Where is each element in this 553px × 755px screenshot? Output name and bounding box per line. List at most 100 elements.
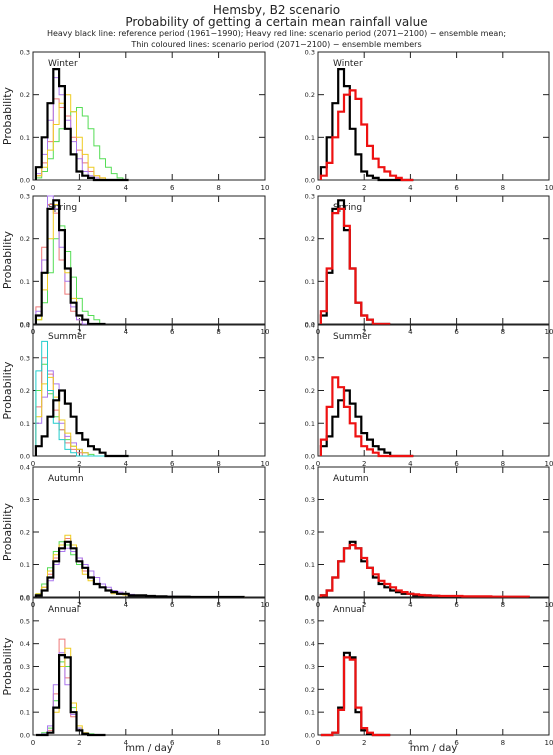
panel-spring-left-xtick-label: 4 xyxy=(124,328,129,336)
panel-winter-left-ytick-label: 0.1 xyxy=(20,134,30,142)
panel-annual-left-xtick-label: 8 xyxy=(216,739,220,747)
panel-winter-right-xtick-label: 6 xyxy=(454,184,459,192)
panel-winter-right-ytick-label: 0.1 xyxy=(305,134,315,142)
panel-annual-right-xtick-label: 4 xyxy=(408,739,413,747)
panel-winter-right-season-label: Winter xyxy=(333,59,363,69)
panel-annual-right-ytick-label: 0.2 xyxy=(305,686,315,694)
panel-annual-right-season-label: Annual xyxy=(333,605,364,615)
panel-autumn-left-member-line xyxy=(35,547,245,598)
panel-winter-right-reference-line xyxy=(319,68,414,182)
x-axis-label-right: mm / day xyxy=(410,743,458,754)
panel-autumn-left-reference-line xyxy=(34,540,245,599)
panel-summer-right-reference-line xyxy=(319,389,414,458)
panel-annual-left-ytick-label: 0.2 xyxy=(20,686,30,694)
panel-winter-left-ylabel: Probability xyxy=(1,86,14,145)
panel-summer-right-frame xyxy=(317,324,550,457)
panel-summer-left-xtick-label: 4 xyxy=(124,460,129,468)
panel-winter-left-xtick-label: 8 xyxy=(216,184,220,192)
panel-winter-left-ytick-label: 0.0 xyxy=(20,177,30,185)
panel-winter-left-xtick-label: 4 xyxy=(124,184,129,192)
panel-summer-left-member-line xyxy=(35,357,129,457)
panel-winter-left-member-line xyxy=(35,107,129,181)
panel-spring-right-xtick-label: 4 xyxy=(408,328,413,336)
panel-annual-left-ytick-label: 0.4 xyxy=(20,640,30,648)
chart-title: Hemsby, B2 scenario xyxy=(212,3,341,17)
panel-autumn-right-ytick-label: 0.0 xyxy=(305,594,315,602)
panel-autumn-right-ytick-label: 0.3 xyxy=(305,496,315,504)
panel-summer-right-xtick-label: 8 xyxy=(501,460,505,468)
panel-autumn-right-frame xyxy=(317,466,550,598)
panel-summer-right-season-label: Summer xyxy=(333,332,371,342)
panel-spring-left-ytick-label: 0.3 xyxy=(20,193,30,201)
panel-summer-left-xtick-label: 0 xyxy=(31,460,35,468)
panel-summer-left-xtick-label: 8 xyxy=(216,460,220,468)
panel-winter-right-xtick-label: 10 xyxy=(545,184,553,192)
legend-line-2: Thin coloured lines: scenario period (20… xyxy=(131,40,422,49)
panel-autumn-right-ensemble-mean-line xyxy=(319,543,530,598)
panel-autumn-left-xtick-label: 2 xyxy=(77,601,81,609)
panel-autumn-left-ytick-label: 0.4 xyxy=(20,464,30,472)
panel-summer-right-xtick-label: 10 xyxy=(545,460,553,468)
panel-spring-right-xtick-label: 8 xyxy=(501,328,505,336)
panel-annual-right-ytick-label: 0.0 xyxy=(305,732,315,740)
panel-annual-right-xtick-label: 2 xyxy=(362,739,366,747)
panel-winter-left-xtick-label: 6 xyxy=(170,184,175,192)
panel-spring-right-ytick-label: 0.1 xyxy=(305,278,315,286)
panel-autumn-right-season-label: Autumn xyxy=(333,474,369,484)
panel-annual-right-ensemble-mean-line xyxy=(320,656,391,737)
panel-annual-left-season-label: Annual xyxy=(48,605,79,615)
panel-spring-right-reference-line xyxy=(319,199,391,326)
panel-summer-left-reference-line xyxy=(34,389,129,458)
panel-winter-right-xtick-label: 2 xyxy=(362,184,366,192)
panel-winter-right-ytick-label: 0.2 xyxy=(305,91,315,99)
panel-autumn-right-xtick-label: 4 xyxy=(408,601,413,609)
panel-spring-left-xtick-label: 2 xyxy=(77,328,81,336)
panel-winter-left-season-label: Winter xyxy=(48,59,78,69)
panel-winter-left-ytick-label: 0.3 xyxy=(20,49,30,57)
panel-spring-left-ylabel: Probability xyxy=(1,230,14,289)
panel-autumn-right-ytick-label: 0.2 xyxy=(305,529,315,537)
panel-summer-right-ytick-label: 0.3 xyxy=(305,354,315,362)
panel-annual-right-ytick-label: 0.4 xyxy=(305,640,315,648)
panel-summer-left-ytick-label: 0.3 xyxy=(20,354,30,362)
panel-autumn-right-xtick-label: 2 xyxy=(362,601,366,609)
panel-autumn-left-ytick-label: 0.3 xyxy=(20,496,30,504)
panel-autumn-right-xtick-label: 8 xyxy=(501,601,505,609)
panel-winter-left-frame xyxy=(32,51,266,181)
panel-annual-right-xtick-label: 0 xyxy=(316,739,320,747)
panel-autumn-left-ytick-label: 0.1 xyxy=(20,561,30,569)
panel-spring-left-xtick-label: 8 xyxy=(216,328,220,336)
panel-summer-left-ytick-label: 0.4 xyxy=(20,322,30,330)
panel-annual-left-xtick-label: 0 xyxy=(31,739,35,747)
panel-autumn-left-xtick-label: 6 xyxy=(170,601,175,609)
panel-summer-right-ytick-label: 0.0 xyxy=(305,453,315,461)
panel-autumn-left-ytick-label: 0.0 xyxy=(20,594,30,602)
panel-spring-left-member-line xyxy=(35,225,106,325)
panel-spring-right-ytick-label: 0.3 xyxy=(305,193,315,201)
panel-autumn-left-season-label: Autumn xyxy=(48,474,84,484)
panel-spring-left-season-label: Spring xyxy=(48,203,77,213)
panel-autumn-left-member-line xyxy=(35,541,245,598)
panel-spring-left-frame xyxy=(32,195,266,325)
panel-summer-right-ensemble-mean-line xyxy=(319,376,414,458)
panel-summer-left-member-line xyxy=(35,370,129,457)
panel-winter-right-frame xyxy=(317,51,550,181)
panel-annual-left-ylabel: Probability xyxy=(1,637,14,696)
panel-winter-right-xtick-label: 0 xyxy=(316,184,320,192)
panel-annual-left-xtick-label: 10 xyxy=(261,739,270,747)
panel-autumn-left-member-line xyxy=(35,538,245,598)
panel-annual-left-ytick-label: 0.0 xyxy=(20,732,30,740)
panel-summer-right-xtick-label: 6 xyxy=(454,460,459,468)
panel-autumn-left-xtick-label: 4 xyxy=(124,601,129,609)
panel-annual-right-frame xyxy=(317,597,550,736)
panel-summer-right-xtick-label: 4 xyxy=(408,460,413,468)
panel-winter-left-member-line xyxy=(35,94,129,181)
panel-annual-left-xtick-label: 6 xyxy=(170,739,175,747)
panel-winter-right-ensemble-mean-line xyxy=(319,89,414,182)
panel-winter-left-member-line xyxy=(35,77,129,181)
panel-spring-right-ytick-label: 0.2 xyxy=(305,235,315,243)
panel-annual-right-ytick-label: 0.1 xyxy=(305,709,315,717)
panel-spring-left-ytick-label: 0.1 xyxy=(20,278,30,286)
panel-winter-left-xtick-label: 0 xyxy=(31,184,35,192)
panel-spring-left-xtick-label: 6 xyxy=(170,328,175,336)
